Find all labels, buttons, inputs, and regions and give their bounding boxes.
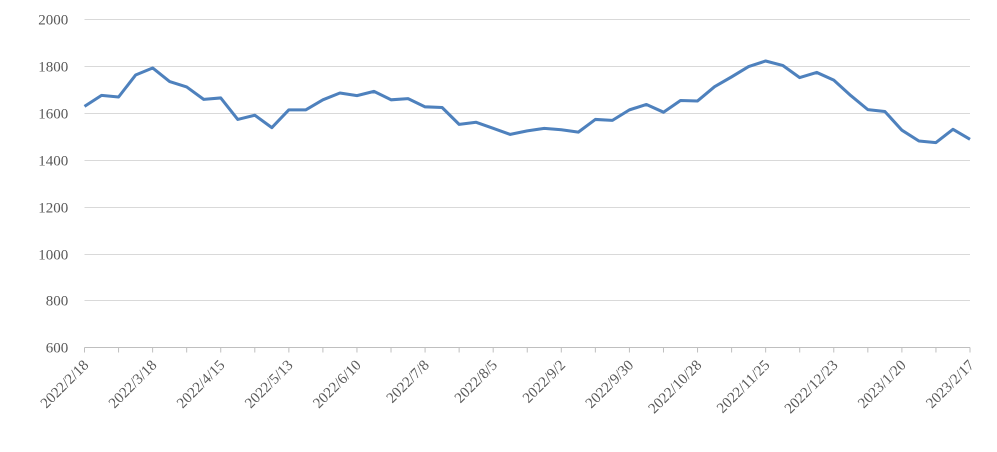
svg-text:1000: 1000 — [38, 248, 68, 264]
svg-text:1800: 1800 — [38, 60, 68, 76]
svg-text:2000: 2000 — [38, 13, 68, 29]
svg-text:800: 800 — [46, 294, 69, 310]
svg-text:1400: 1400 — [38, 154, 68, 170]
svg-text:1200: 1200 — [38, 201, 68, 217]
svg-text:1600: 1600 — [38, 107, 68, 123]
svg-text:600: 600 — [46, 341, 69, 357]
